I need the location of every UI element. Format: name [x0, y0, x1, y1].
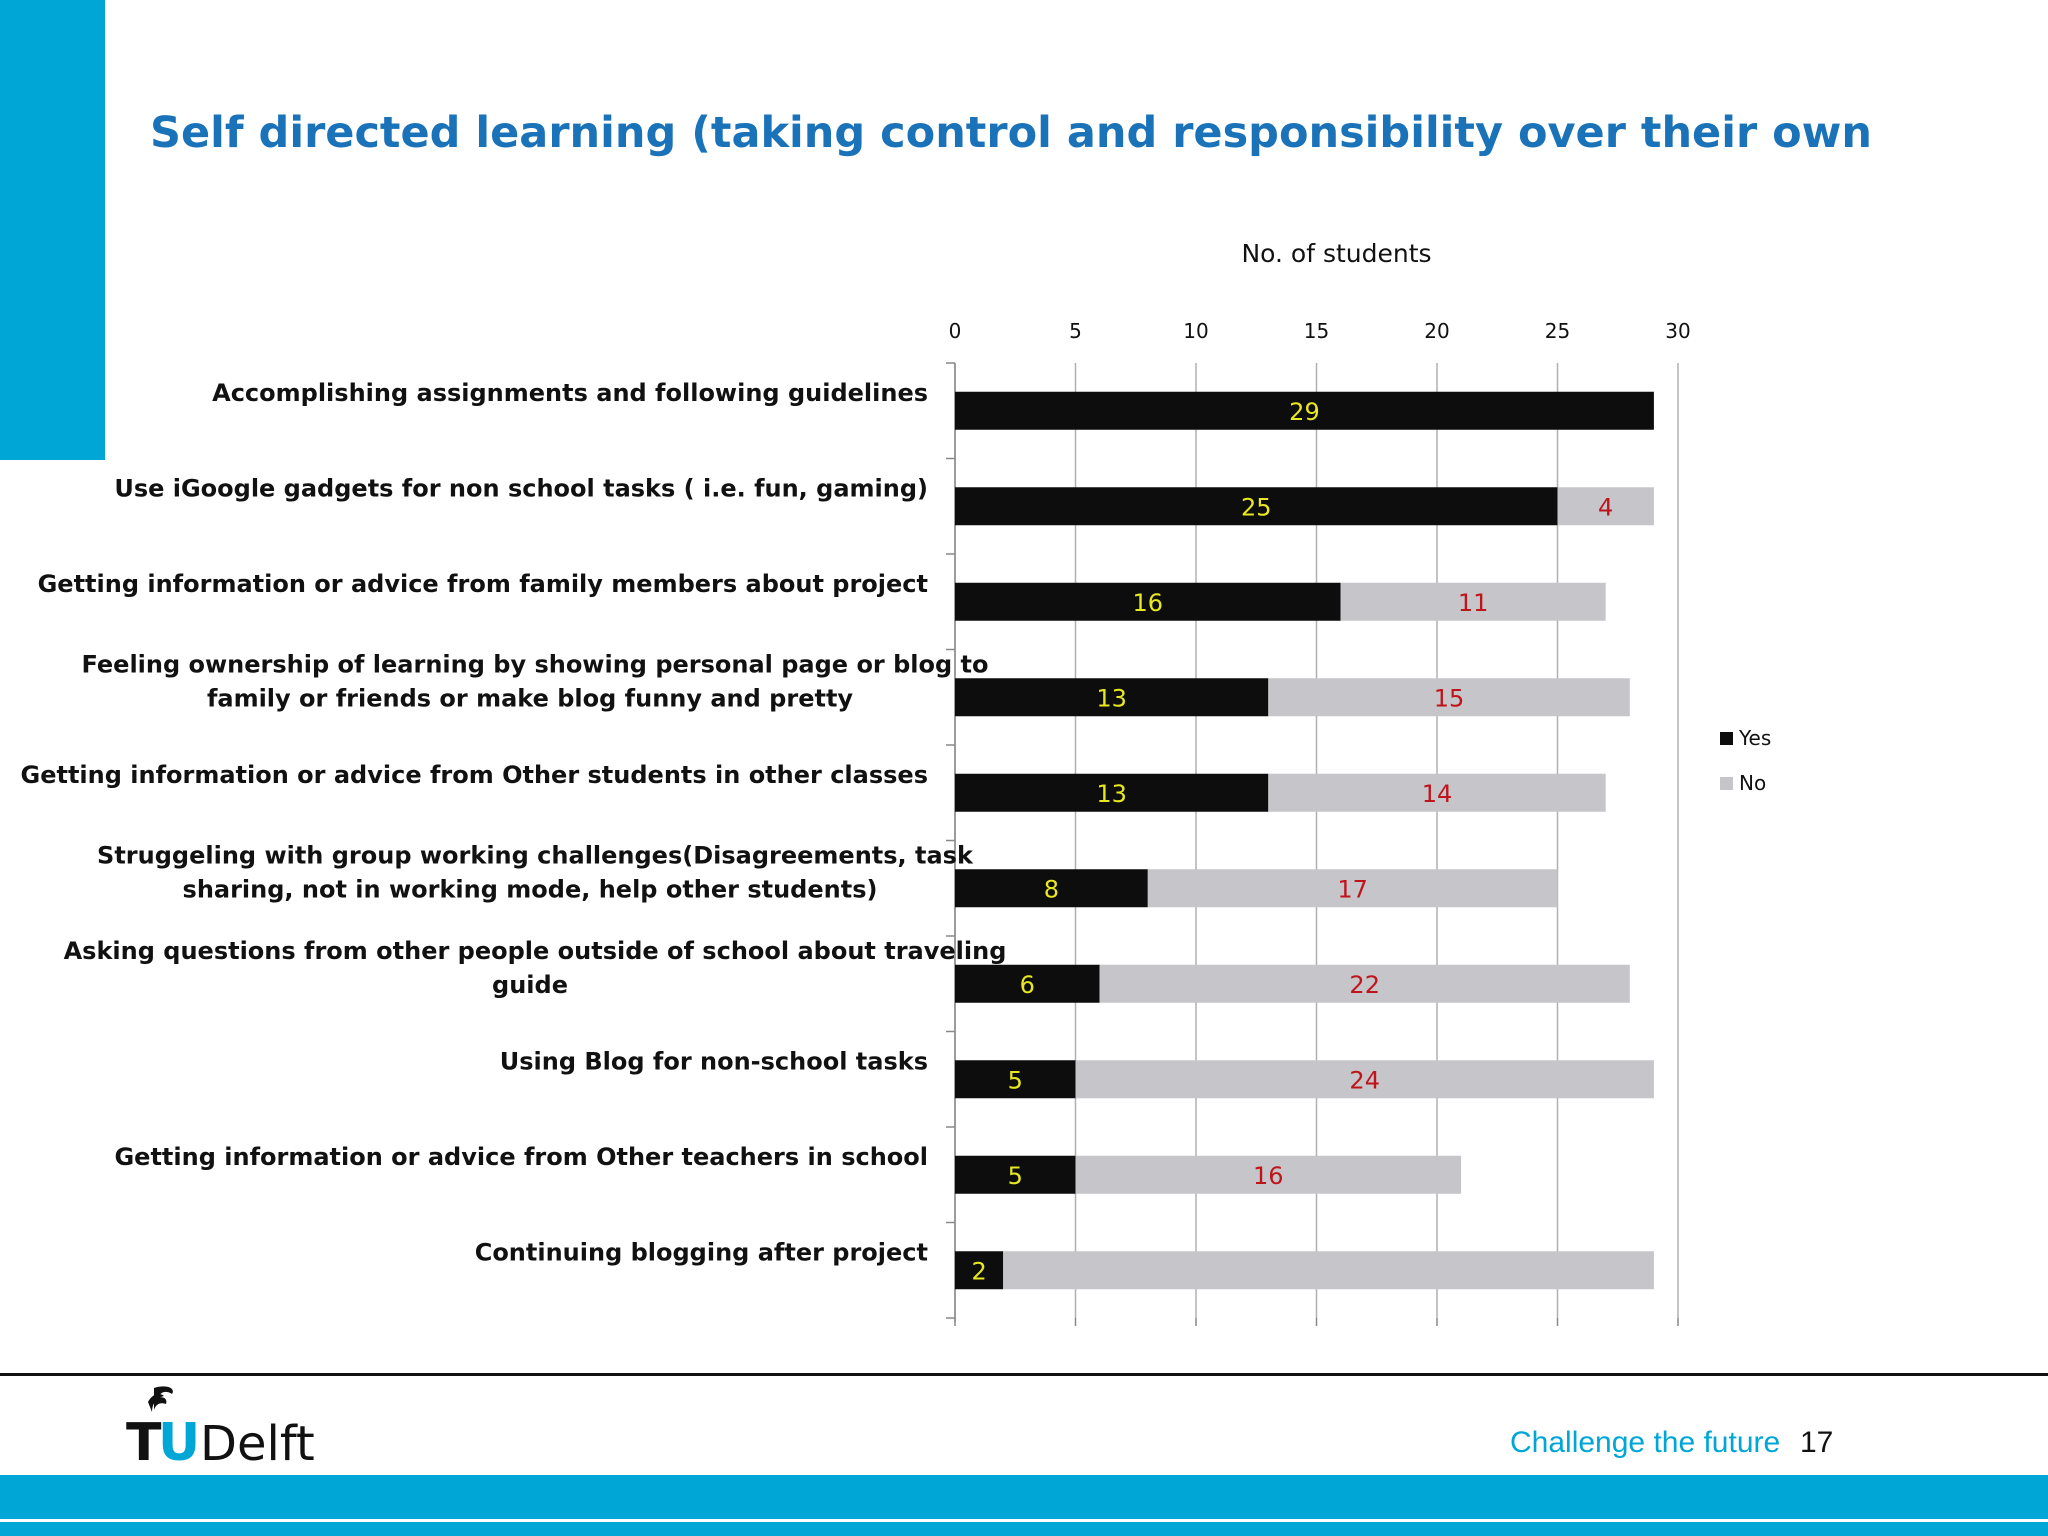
- data-label-no: 11: [1458, 589, 1489, 617]
- bar-no: [1003, 1251, 1654, 1290]
- category-label: Accomplishing assignments and following …: [212, 379, 928, 407]
- bar-no: [1268, 678, 1630, 717]
- legend-swatch-yes: [1720, 732, 1733, 745]
- slide-title: Self directed learning (taking control a…: [150, 108, 1873, 158]
- bar-no: [1340, 582, 1606, 621]
- bar-yes: [955, 678, 1269, 717]
- data-label-yes: 8: [1044, 875, 1059, 903]
- bar-yes: [955, 582, 1341, 621]
- category-label: Continuing blogging after project: [475, 1238, 928, 1266]
- legend-label-yes: Yes: [1738, 726, 1771, 750]
- tick-label: 15: [1304, 319, 1329, 343]
- tick-label: 25: [1545, 319, 1570, 343]
- category-label: Getting information or advice from Other…: [114, 1143, 928, 1171]
- bar-yes: [955, 487, 1558, 526]
- bar-yes: [955, 964, 1100, 1003]
- footer-divider: [0, 1373, 2048, 1376]
- data-label-yes: 16: [1133, 589, 1164, 617]
- bar-no: [1268, 773, 1606, 812]
- bar-yes: [955, 869, 1148, 908]
- bar-yes: [955, 1060, 1076, 1099]
- category-label: Use iGoogle gadgets for non school tasks…: [114, 474, 928, 502]
- category-label: Asking questions from other people outsi…: [64, 937, 1007, 999]
- svg-text:T: T: [126, 1413, 162, 1462]
- data-label-yes: 5: [1008, 1066, 1023, 1094]
- bar-no: [1075, 1155, 1462, 1194]
- data-label-no: 16: [1253, 1162, 1284, 1190]
- bottom-band-thin: [0, 1522, 2048, 1536]
- legend-swatch-no: [1720, 777, 1733, 790]
- data-label-no: 17: [1337, 875, 1368, 903]
- tudelft-logo: T U Delft: [126, 1382, 336, 1473]
- data-label-yes: 29: [1289, 398, 1320, 426]
- category-label: Feeling ownership of learning by showing…: [81, 650, 988, 712]
- category-label: Using Blog for non-school tasks: [500, 1047, 928, 1075]
- data-label-yes: 13: [1096, 684, 1127, 712]
- category-label-line: Asking questions from other people outsi…: [64, 937, 1007, 965]
- bar-yes: [955, 1251, 1004, 1290]
- data-label-no: 14: [1422, 780, 1453, 808]
- data-label-yes: 2: [971, 1257, 986, 1285]
- data-label-no: 22: [1349, 971, 1380, 999]
- tick-label: 5: [1069, 319, 1082, 343]
- data-label-no: 15: [1434, 684, 1465, 712]
- data-label-yes: 25: [1241, 493, 1272, 521]
- data-label-yes: 6: [1020, 971, 1035, 999]
- tick-label: 0: [949, 319, 962, 343]
- data-label-no: 4: [1598, 493, 1613, 521]
- bar-no: [1557, 487, 1654, 526]
- flame-icon: T U Delft: [126, 1386, 315, 1473]
- bar-yes: [955, 773, 1269, 812]
- tick-label: 20: [1424, 319, 1449, 343]
- category-label-line: Struggeling with group working challenge…: [97, 841, 974, 869]
- category-label-line: Feeling ownership of learning by showing…: [81, 650, 988, 678]
- tick-label: 30: [1665, 319, 1690, 343]
- bar-yes: [955, 1155, 1076, 1194]
- legend-label-no: No: [1739, 771, 1766, 795]
- page-number: 17: [1800, 1426, 1834, 1459]
- category-label: Getting information or advice from Other…: [21, 761, 929, 789]
- accent-side-bar: [0, 0, 105, 460]
- category-label-line: guide: [492, 971, 568, 999]
- category-label: Struggeling with group working challenge…: [97, 841, 974, 903]
- bar-no: [1075, 1060, 1654, 1099]
- svg-text:U: U: [158, 1413, 200, 1462]
- category-label-line: sharing, not in working mode, help other…: [183, 875, 878, 903]
- chart-title: No. of students: [1241, 239, 1431, 268]
- data-label-no: 24: [1349, 1066, 1380, 1094]
- bottom-band: [0, 1475, 2048, 1519]
- category-label: Getting information or advice from famil…: [38, 570, 928, 598]
- bar-no: [1147, 869, 1558, 908]
- bar-no: [1099, 964, 1630, 1003]
- data-label-yes: 5: [1008, 1162, 1023, 1190]
- tagline: Challenge the future: [1510, 1426, 1781, 1459]
- svg-text:Delft: Delft: [200, 1416, 315, 1462]
- data-label-yes: 13: [1096, 780, 1127, 808]
- bar-yes: [955, 391, 1654, 430]
- category-label-line: family or friends or make blog funny and…: [207, 684, 853, 712]
- tick-label: 10: [1183, 319, 1208, 343]
